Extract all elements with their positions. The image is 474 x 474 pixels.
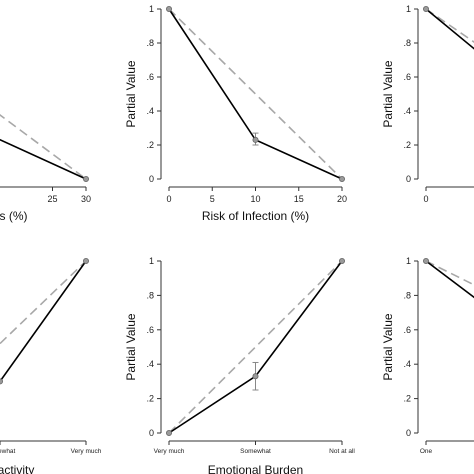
y-tick-label: .8 bbox=[403, 38, 411, 48]
y-axis-label: Partial Value bbox=[124, 313, 138, 380]
y-tick-label: 0 bbox=[149, 428, 154, 438]
reference-line bbox=[168, 8, 343, 180]
data-point bbox=[338, 257, 345, 264]
value-line bbox=[0, 260, 87, 382]
y-tick-label: .6 bbox=[146, 72, 154, 82]
data-point bbox=[83, 257, 90, 264]
y-tick-label: 0 bbox=[406, 428, 411, 438]
data-point bbox=[165, 6, 172, 12]
x-axis-label: usual activity bbox=[0, 463, 34, 474]
data-point bbox=[0, 378, 3, 385]
data-point bbox=[83, 175, 90, 182]
y-tick-label: .4 bbox=[403, 359, 411, 369]
y-tick-label: .6 bbox=[403, 325, 411, 335]
data-point bbox=[422, 6, 429, 12]
reference-line bbox=[425, 260, 474, 286]
y-tick-label: .8 bbox=[146, 290, 154, 300]
x-tick-label: Very much bbox=[71, 448, 102, 455]
panel-usual-activity: Somewhat Very much usual activity bbox=[0, 257, 102, 474]
y-tick-label: .8 bbox=[403, 290, 411, 300]
y-tick-label: .6 bbox=[146, 325, 154, 335]
reference-line bbox=[0, 260, 87, 345]
y-axis-label: Partial Value bbox=[381, 313, 395, 380]
panel-esrd: 02530RD/Dialysis (%) bbox=[0, 113, 91, 223]
reference-line bbox=[168, 260, 343, 434]
y-axis-label: Partial Value bbox=[124, 60, 138, 127]
data-point bbox=[338, 175, 345, 182]
y-tick-label: 0 bbox=[406, 174, 411, 184]
panel-emotional-burden: 0 .2 .4 .6 .8 1 Partial Value Very much Somewhat… bbox=[124, 256, 355, 474]
x-tick-label: Somewhat bbox=[240, 448, 271, 455]
y-axis-label: Partial Value bbox=[381, 60, 395, 127]
x-tick-label: Somewhat bbox=[0, 448, 16, 455]
reference-line bbox=[425, 8, 474, 43]
x-tick-label: 0 bbox=[166, 194, 171, 204]
x-tick-label: One bbox=[420, 448, 433, 455]
y-tick-label: .4 bbox=[146, 106, 154, 116]
y-tick-label: .8 bbox=[146, 38, 154, 48]
value-line bbox=[425, 8, 474, 50]
x-tick-label: 0 bbox=[423, 194, 428, 204]
y-tick-label: 1 bbox=[406, 256, 411, 266]
x-tick-label: 30 bbox=[81, 194, 91, 204]
value-line bbox=[425, 260, 474, 299]
y-tick-label: .2 bbox=[403, 394, 411, 404]
y-tick-label: 1 bbox=[149, 4, 154, 14]
x-tick-label: 20 bbox=[337, 194, 347, 204]
x-axis-label: Emotional Burden bbox=[208, 463, 303, 474]
y-tick-label: .2 bbox=[146, 140, 154, 150]
y-tick-label: .4 bbox=[146, 359, 154, 369]
y-tick-label: 1 bbox=[149, 256, 154, 266]
value-line bbox=[0, 138, 87, 180]
x-tick-label: Not at all bbox=[329, 448, 355, 455]
y-tick-label: .2 bbox=[146, 394, 154, 404]
data-point bbox=[422, 257, 429, 264]
x-tick-label: 15 bbox=[294, 194, 304, 204]
panel-infection: 0 .2 .4 .6 .8 1 Partial Value 0 5 10 15 20 Risk of I… bbox=[124, 4, 347, 223]
x-tick-label: 25 bbox=[47, 194, 57, 204]
reference-line bbox=[0, 113, 87, 180]
x-tick-label: 10 bbox=[250, 194, 260, 204]
x-tick-label: Very much bbox=[154, 448, 185, 455]
x-tick-label: 5 bbox=[210, 194, 215, 204]
y-tick-label: 0 bbox=[149, 174, 154, 184]
y-tick-label: 1 bbox=[406, 4, 411, 14]
y-tick-label: .6 bbox=[403, 72, 411, 82]
x-axis-label: Risk of Infection (%) bbox=[202, 209, 309, 223]
data-point bbox=[165, 429, 172, 436]
data-point bbox=[252, 136, 259, 143]
x-axis-label: RD/Dialysis (%) bbox=[0, 209, 28, 223]
y-tick-label: .2 bbox=[403, 140, 411, 150]
y-tick-label: .4 bbox=[403, 106, 411, 116]
data-point bbox=[252, 373, 259, 380]
